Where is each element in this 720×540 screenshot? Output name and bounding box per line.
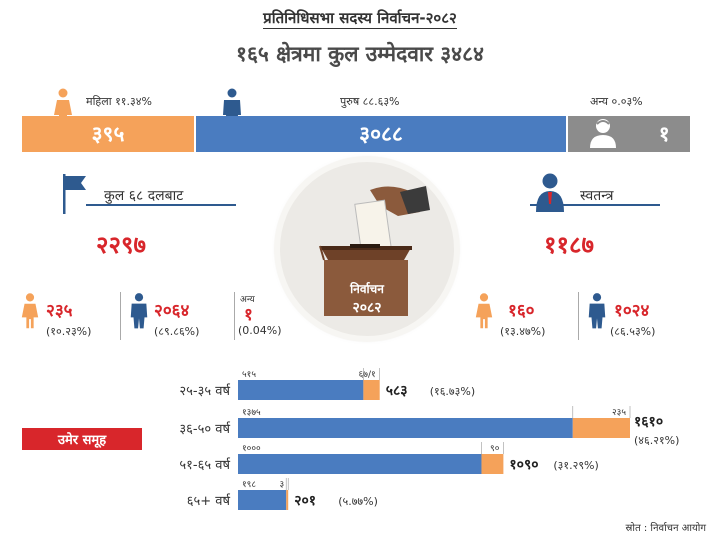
divider	[578, 292, 579, 340]
bar-segment-minor	[481, 454, 504, 474]
bar-value-label: ३	[280, 480, 285, 490]
female-figure-icon	[52, 88, 74, 132]
bar-segment-major	[238, 454, 482, 474]
male-count: ३०८८	[359, 122, 403, 146]
male-bar-segment: ३०८८	[196, 116, 566, 152]
party-male-icon	[128, 290, 150, 336]
ballot-box-line2: २०८२	[352, 300, 382, 316]
age-group-label: उमेर समूह	[22, 428, 142, 450]
age-total: २०१	[294, 493, 316, 509]
age-category-label: ६५+ वर्ष	[187, 493, 231, 509]
bar-value-label: ९०	[490, 444, 500, 454]
bar-value-label: १०००	[242, 444, 261, 454]
party-label: कुल ६८ दलबाट	[104, 188, 184, 204]
flag-icon	[60, 172, 88, 218]
party-female-pct: (१०.२३%)	[46, 325, 92, 338]
age-category-label: ३६-५० वर्ष	[179, 421, 231, 437]
bar-value-label: १३७५	[242, 408, 261, 418]
bar-segment-major	[238, 490, 287, 510]
party-other-count: १	[244, 305, 253, 325]
divider	[234, 292, 235, 340]
age-percentage: (५.७७%)	[338, 495, 378, 508]
bar-value-label: २३५	[612, 408, 626, 418]
other-count: १	[658, 122, 670, 146]
party-total: २२९७	[96, 231, 146, 259]
age-category-label: २५-३५ वर्ष	[179, 383, 231, 399]
source-note: स्रोत : निर्वाचन आयोग	[625, 523, 707, 534]
independent-person-icon	[534, 172, 566, 216]
independent-female-pct: (१३.४७%)	[500, 325, 546, 338]
age-category-label: ५१-६५ वर्ष	[179, 457, 231, 473]
other-share-label: अन्य ०.०३%	[590, 95, 643, 108]
bar-segment-minor	[363, 380, 380, 400]
independent-female-icon	[474, 290, 494, 336]
party-female-icon	[20, 290, 40, 336]
independent-male-icon	[586, 290, 608, 336]
independent-total: ११८७	[544, 231, 594, 259]
independent-label-underline	[530, 184, 660, 206]
age-chart: २५-३५ वर्ष ५१५ ६७/१ ५८३ (१६.७३%) ३६-५० वर्ष १३…	[179, 368, 679, 510]
bar-segment-major	[238, 418, 573, 438]
age-total: ५८३	[386, 383, 408, 399]
age-total: १०९०	[509, 457, 538, 473]
page-title: १६५ क्षेत्रमा कुल उम्मेदवार ३४८४	[236, 42, 484, 66]
bar-value-label: ६७/१	[359, 370, 376, 380]
independent-female-count: १६०	[508, 301, 535, 321]
age-percentage: (१६.७३%)	[430, 385, 475, 398]
party-male-pct: (८९.८६%)	[154, 325, 200, 338]
party-label-underline	[86, 184, 236, 206]
other-person-icon	[588, 116, 618, 153]
age-percentage: (४६.२१%)	[634, 434, 679, 447]
independent-male-pct: (८६.५३%)	[610, 325, 656, 338]
independent-label: स्वतन्त्र	[580, 188, 614, 204]
age-total: १६१०	[634, 414, 663, 430]
ballot-box-icon	[319, 186, 430, 316]
female-bar-segment: ३९५	[22, 116, 194, 152]
ballot-illustration	[280, 162, 454, 336]
divider	[120, 292, 121, 340]
bar-segment-minor	[286, 490, 289, 510]
party-other-pct: (0.04%)	[238, 324, 282, 337]
party-male-count: २०६४	[154, 301, 190, 321]
party-female-count: २३५	[46, 301, 73, 321]
male-share-label: पुरुष ८८.६३%	[340, 95, 400, 108]
bar-segment-minor	[572, 418, 630, 438]
bar-value-label: ५१५	[242, 370, 256, 380]
independent-male-count: १०२४	[614, 301, 650, 321]
other-bar-segment: १	[568, 116, 690, 152]
ballot-box-line1: निर्वाचन	[350, 282, 384, 296]
female-share-label: महिला ११.३४%	[86, 95, 152, 108]
party-other-label: अन्य	[240, 295, 255, 305]
bar-segment-major	[238, 380, 364, 400]
female-count: ३९५	[91, 122, 125, 146]
header-subtitle: प्रतिनिधिसभा सदस्य निर्वाचन-२०८२	[263, 9, 457, 29]
age-percentage: (३१.२९%)	[553, 459, 598, 472]
bar-value-label: १९८	[242, 480, 256, 490]
